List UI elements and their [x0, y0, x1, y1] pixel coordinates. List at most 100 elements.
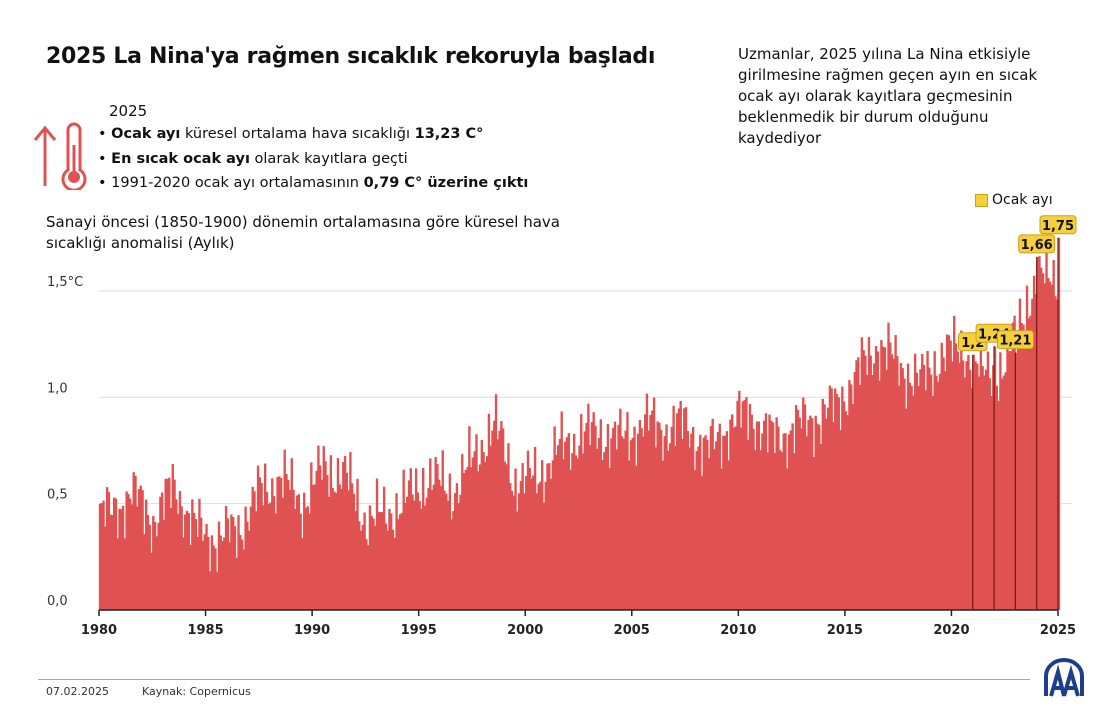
bar-month — [929, 374, 933, 610]
bar-month — [258, 477, 262, 610]
bar-month — [114, 498, 118, 610]
bar-month — [224, 505, 228, 610]
bar-month — [159, 496, 162, 610]
bar-month — [938, 373, 942, 610]
chart-subtitle: Sanayi öncesi (1850-1900) dönemin ortala… — [46, 213, 560, 252]
bar-month — [283, 449, 286, 610]
bar-month — [214, 548, 217, 610]
aa-logo — [1044, 658, 1084, 697]
bar-month — [683, 408, 686, 610]
bar-month — [786, 468, 789, 610]
bar-month — [400, 512, 404, 610]
bar-month — [356, 478, 359, 610]
bar-month — [448, 473, 452, 610]
bar-month — [702, 437, 705, 610]
bar-month — [493, 420, 496, 610]
bar-month — [928, 367, 931, 610]
bar-month — [377, 512, 380, 610]
bar-month — [970, 388, 974, 610]
bar-month — [910, 386, 913, 610]
bar-month — [903, 378, 906, 610]
bar-month — [168, 477, 171, 610]
bar-month — [842, 401, 846, 610]
bar-month — [741, 401, 745, 610]
bar-month — [363, 512, 366, 610]
bar-month — [581, 453, 585, 610]
expert-note: Uzmanlar, 2025 yılına La Nina etkisiyle … — [738, 45, 1038, 147]
bar-month — [1052, 260, 1055, 610]
bar-month — [359, 530, 363, 610]
bar-month — [972, 354, 975, 610]
bar-month — [100, 503, 103, 610]
bar-month — [217, 521, 221, 610]
bar-month — [340, 488, 343, 610]
bar-month — [917, 386, 920, 610]
bar-month — [814, 415, 817, 610]
bar-month — [1057, 237, 1061, 610]
bar-month — [155, 536, 159, 610]
bar-month — [471, 457, 475, 610]
bar-month — [382, 486, 386, 610]
bar-month — [770, 420, 773, 610]
bar-month — [876, 351, 880, 610]
bar-month — [216, 571, 219, 610]
bar-month — [542, 502, 546, 610]
bar-month — [656, 421, 659, 610]
bar-month — [846, 415, 849, 610]
january-label-box — [1018, 234, 1056, 254]
bar-month — [329, 455, 333, 610]
bar-month — [819, 443, 823, 610]
bar-month — [317, 445, 320, 610]
bar-month — [993, 346, 997, 610]
january-value-label: 1,66 — [1021, 238, 1053, 253]
bar-month — [1048, 281, 1052, 610]
bar-month — [802, 397, 805, 610]
january-value-label: 1,75 — [1042, 219, 1074, 234]
bar-month — [564, 441, 567, 610]
bar-month — [713, 449, 716, 610]
bar-month — [862, 350, 865, 610]
bar-month — [349, 452, 352, 610]
bar-month — [404, 502, 407, 610]
bar-month — [1000, 378, 1004, 610]
bar-month — [535, 493, 539, 610]
bar-month — [292, 489, 295, 610]
bar-month — [420, 508, 423, 610]
bar-month — [747, 440, 750, 610]
bar-month — [684, 407, 688, 610]
y-tick-label: 0,0 — [47, 594, 68, 609]
bar-month — [379, 511, 382, 610]
bar-month — [102, 500, 105, 610]
bar-month — [958, 362, 961, 610]
bar-month — [919, 369, 922, 610]
bar-month — [123, 538, 127, 610]
bar-month — [1038, 256, 1041, 610]
bar-month — [869, 355, 872, 610]
bar-month — [889, 342, 892, 610]
bar-month — [961, 360, 965, 610]
bar-month — [530, 478, 533, 610]
bar-month — [484, 461, 487, 610]
bar-month — [658, 422, 661, 610]
bar-month — [1008, 351, 1011, 610]
bar-month — [239, 534, 242, 610]
bar-month — [754, 450, 757, 610]
bar-month — [523, 493, 526, 610]
bar-month — [1015, 352, 1018, 610]
bar-month — [519, 480, 523, 610]
bar-month — [128, 498, 132, 610]
bar-month — [146, 514, 150, 610]
bar-month — [908, 382, 911, 610]
bar-month — [725, 431, 729, 610]
bar-month — [517, 493, 521, 610]
bar-month — [192, 512, 196, 610]
bar-month — [976, 363, 979, 610]
bar-month — [569, 469, 572, 610]
bar-month — [864, 355, 867, 610]
bar-month — [207, 536, 210, 610]
bar-month — [716, 431, 720, 610]
bar-month — [512, 495, 515, 610]
bar-month — [686, 430, 690, 610]
bar-month — [436, 464, 439, 610]
bar-month — [722, 435, 725, 610]
